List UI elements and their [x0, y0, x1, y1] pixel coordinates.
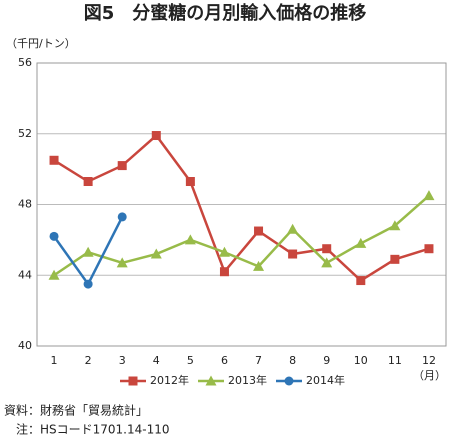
- hs-note: 注：HSコード1701.14-110: [16, 422, 170, 436]
- marker: [83, 177, 93, 187]
- y-axis-label: （千円/トン）: [6, 37, 76, 50]
- marker: [205, 375, 217, 386]
- marker: [219, 267, 229, 277]
- x-tick-label: 1: [51, 354, 58, 367]
- marker: [390, 254, 400, 264]
- marker: [116, 257, 128, 268]
- marker: [185, 177, 195, 187]
- marker: [253, 260, 265, 271]
- x-tick-label: 9: [323, 354, 330, 367]
- marker: [218, 246, 230, 257]
- marker: [184, 234, 196, 245]
- marker: [49, 231, 59, 241]
- source-note: 資料：財務省「貿易統計」: [4, 403, 148, 418]
- x-tick-label: 8: [289, 354, 296, 367]
- x-tick-label: 3: [119, 354, 126, 367]
- marker: [254, 226, 264, 236]
- marker: [321, 257, 333, 268]
- plot-border: [36, 62, 447, 347]
- marker: [82, 246, 94, 257]
- y-tick-label: 40: [18, 339, 32, 352]
- marker: [151, 131, 161, 141]
- marker: [389, 220, 401, 231]
- x-tick-label: 5: [187, 354, 194, 367]
- legend-label: 2014年: [306, 373, 345, 387]
- y-tick-label: 44: [18, 268, 32, 281]
- legend-label: 2013年: [228, 373, 267, 387]
- series-line: [53, 194, 430, 277]
- marker: [48, 269, 60, 280]
- chart-title: 図5 分蜜糖の月別輸入価格の推移: [84, 2, 367, 24]
- x-tick-label: 7: [255, 354, 262, 367]
- x-tick-label: 6: [221, 354, 228, 367]
- marker: [117, 161, 127, 171]
- x-axis-label: （月）: [413, 369, 446, 382]
- marker: [356, 276, 366, 286]
- marker: [355, 237, 367, 248]
- series-line: [53, 133, 430, 283]
- x-tick-label: 11: [388, 354, 402, 367]
- legend-label: 2012年: [150, 373, 189, 387]
- y-tick-label: 48: [18, 198, 32, 211]
- marker: [288, 249, 298, 259]
- x-tick-label: 2: [85, 354, 92, 367]
- marker: [117, 212, 127, 222]
- x-tick-label: 10: [354, 354, 368, 367]
- marker: [322, 244, 332, 254]
- marker: [424, 244, 434, 254]
- marker: [128, 376, 138, 386]
- marker: [150, 248, 162, 259]
- marker: [49, 155, 59, 165]
- x-tick-label: 4: [153, 354, 160, 367]
- marker: [287, 223, 299, 234]
- marker: [284, 376, 294, 386]
- x-tick-label: 12: [422, 354, 436, 367]
- y-tick-label: 56: [18, 56, 32, 69]
- marker: [83, 279, 93, 289]
- marker: [423, 190, 435, 201]
- y-tick-label: 52: [18, 127, 32, 140]
